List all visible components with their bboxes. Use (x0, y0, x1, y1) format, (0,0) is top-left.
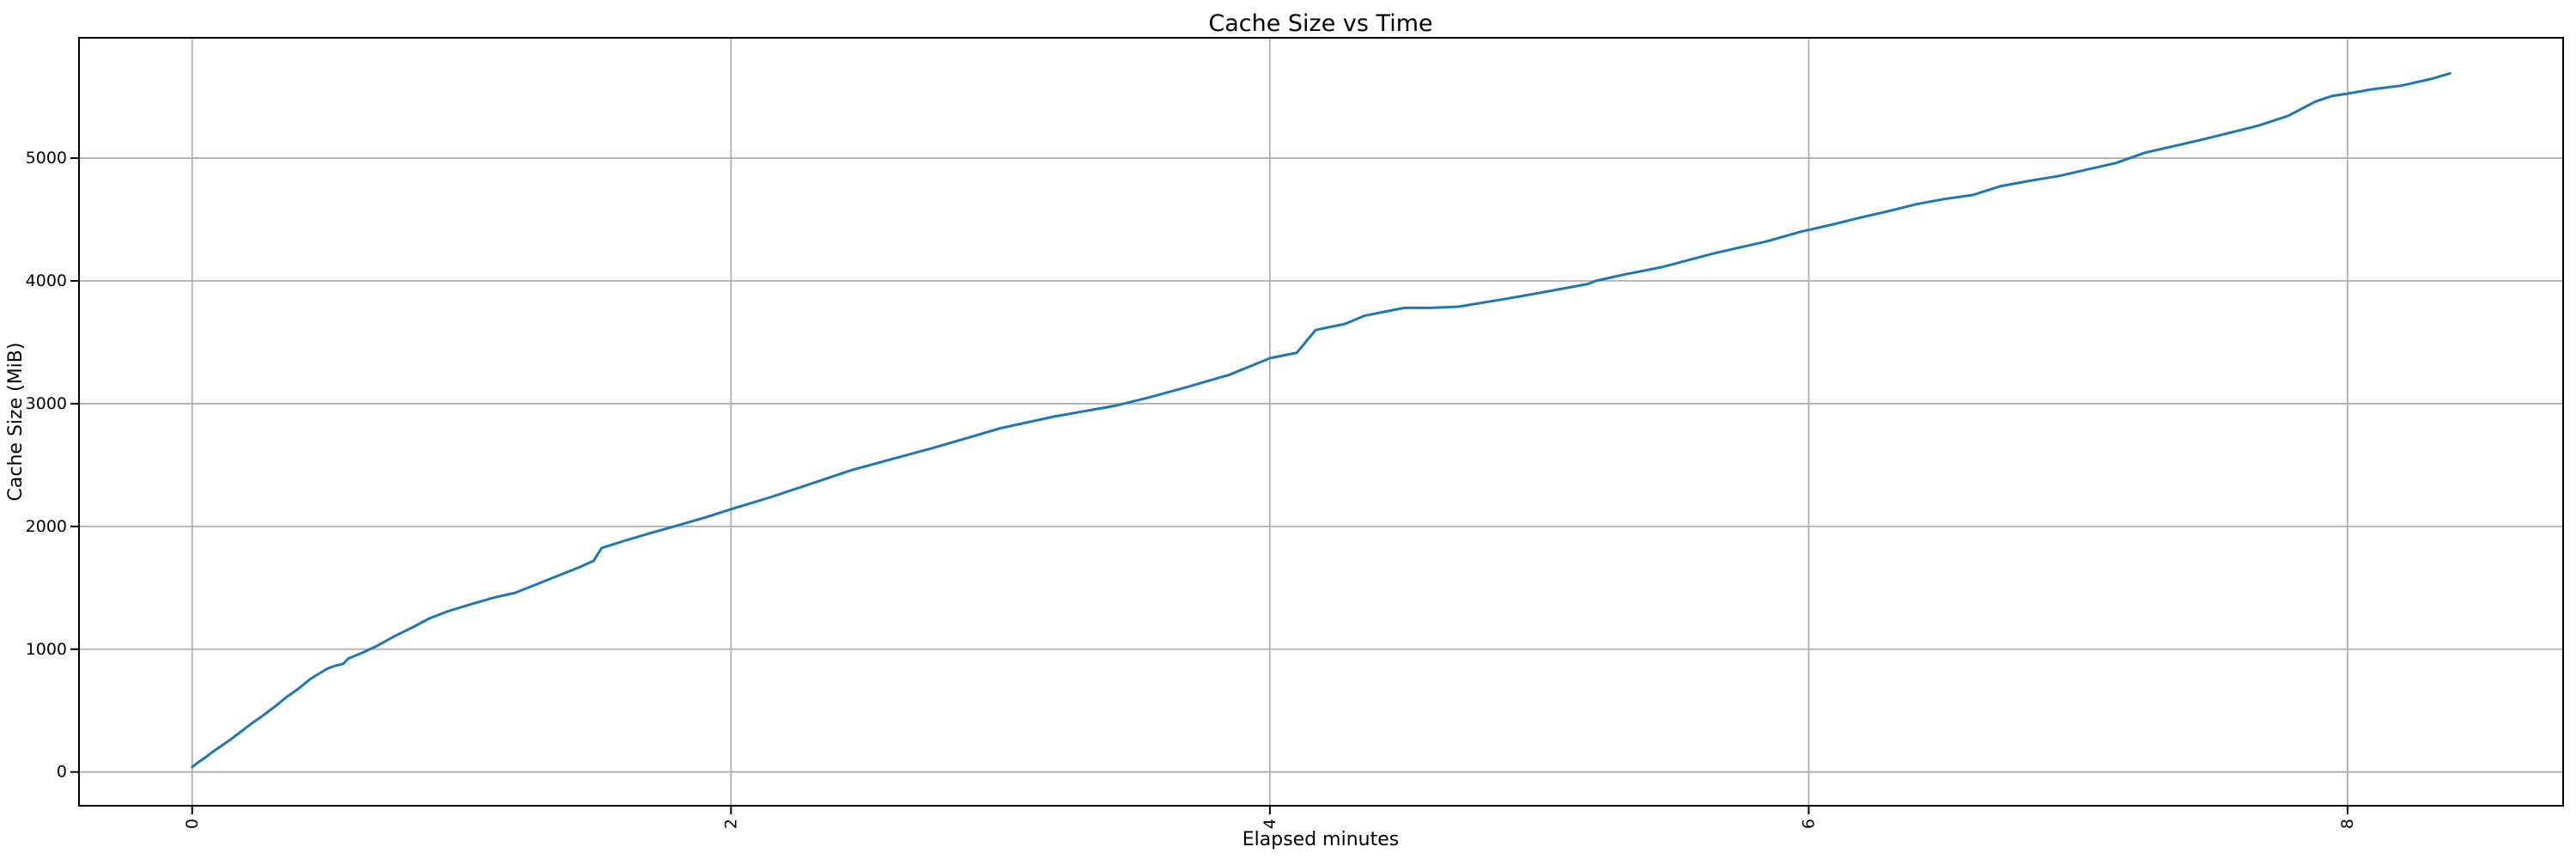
y-tick-label: 4000 (26, 271, 67, 290)
y-tick-label: 1000 (26, 640, 67, 659)
y-tick-label: 0 (57, 763, 67, 782)
x-tick-label: 2 (721, 819, 740, 829)
x-tick-label: 0 (183, 819, 202, 829)
x-axis-label: Elapsed minutes (1242, 829, 1399, 850)
x-tick-label: 8 (2338, 819, 2357, 829)
x-tick-label: 4 (1261, 819, 1279, 829)
y-axis-label: Cache Size (MiB) (5, 343, 27, 502)
tick-layer: 0 2 4 6 8 0 1000 2000 3000 4000 5000 (26, 149, 2357, 829)
grid-layer (79, 38, 2563, 806)
chart-title: Cache Size vs Time (1208, 10, 1432, 37)
plot-border (78, 37, 2564, 807)
y-tick-label: 2000 (26, 517, 67, 536)
y-tick-label: 3000 (26, 394, 67, 413)
cache-size-line (191, 71, 2451, 769)
y-tick-label: 5000 (26, 149, 67, 168)
x-tick-label: 6 (1799, 819, 1818, 829)
